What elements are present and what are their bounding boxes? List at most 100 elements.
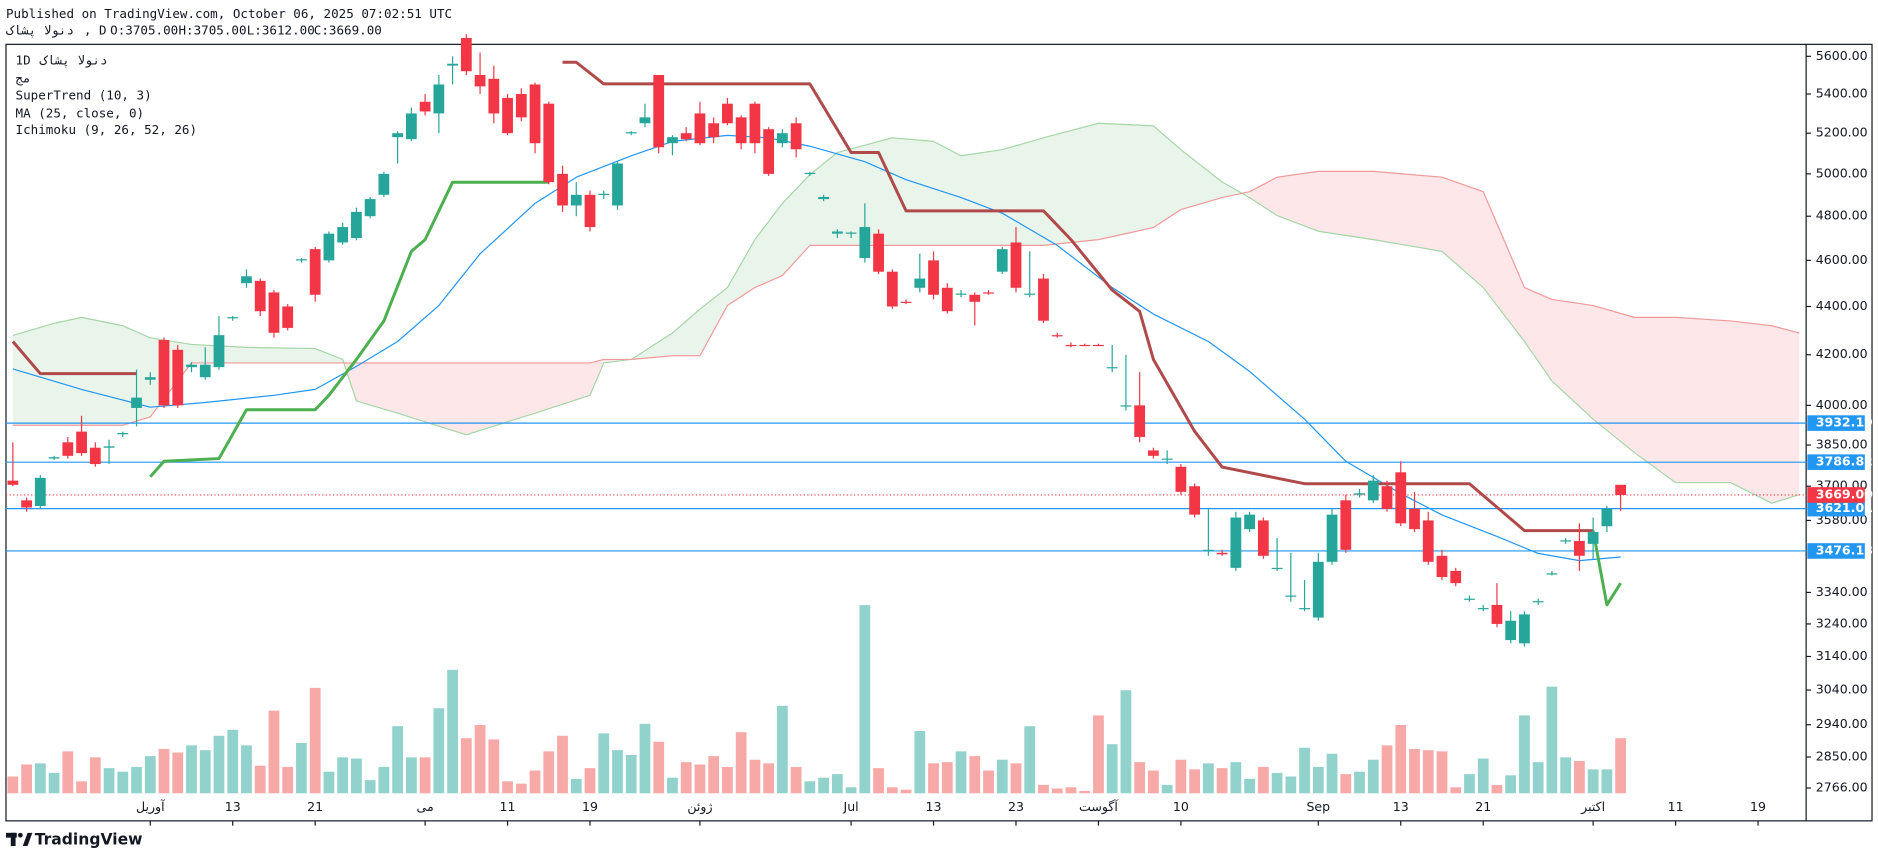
candle-body	[213, 335, 225, 368]
candle-body	[502, 97, 513, 134]
volume-bar	[1051, 788, 1063, 794]
volume-bar	[433, 708, 445, 794]
volume-bar	[639, 723, 651, 794]
candle-body	[351, 211, 362, 239]
logo-shape	[22, 832, 33, 847]
volume-bar	[1230, 762, 1242, 794]
y-tick-label: 5600.00	[1816, 48, 1868, 63]
volume-bar	[625, 754, 637, 794]
volume-bar	[1161, 784, 1173, 794]
candle-body	[1560, 540, 1572, 542]
candle-body	[1202, 549, 1214, 552]
volume-bar	[1189, 769, 1201, 794]
volume-bar	[598, 733, 610, 794]
y-tick-label: 3340.00	[1816, 584, 1868, 599]
candle-body	[1505, 620, 1517, 641]
volume-bar	[1106, 744, 1118, 794]
candle-body	[680, 133, 692, 140]
y-tick-label: 3040.00	[1816, 682, 1868, 697]
volume-bar	[1574, 760, 1585, 794]
volume-bar	[1257, 766, 1269, 794]
candle-body	[1161, 458, 1173, 460]
candle-body	[1546, 573, 1558, 575]
candle-body	[886, 271, 898, 307]
volume-bar	[570, 778, 582, 794]
cloud-fill	[782, 174, 810, 276]
brand-logo: TradingView	[5, 831, 143, 849]
cloud-fill	[1771, 325, 1800, 504]
volume-bar	[419, 757, 431, 794]
volume-bar	[364, 780, 376, 794]
candle-body	[1079, 344, 1091, 347]
candle-body	[543, 103, 555, 183]
volume-bar	[969, 756, 981, 794]
x-tick-label: می	[417, 799, 434, 814]
candle-body	[282, 306, 294, 328]
cloud-fill	[1551, 299, 1594, 420]
candle-body	[1450, 570, 1462, 584]
brand-name: TradingView	[35, 831, 143, 849]
candle-body	[955, 293, 967, 295]
volume-bar	[1436, 751, 1448, 794]
x-tick-label: 23	[1008, 799, 1024, 814]
volume-bar	[845, 787, 857, 794]
volume-bar	[1175, 759, 1187, 794]
volume-bar	[213, 735, 225, 794]
volume-bar	[447, 669, 458, 794]
price-label-bg	[1807, 543, 1865, 559]
volume-bar	[1340, 774, 1352, 794]
y-tick-label: 2940.00	[1816, 716, 1868, 731]
span-a-line	[12, 122, 1800, 504]
y-tick-label: 5000.00	[1816, 165, 1868, 180]
volume-bar	[722, 766, 733, 794]
volume-bar	[1079, 790, 1091, 794]
volume-bar	[1010, 763, 1022, 794]
volume-bar	[392, 726, 404, 794]
volume-bar	[1381, 745, 1393, 794]
volume-bar	[914, 730, 926, 794]
cloud-fill	[1043, 123, 1099, 246]
volume-bar	[1134, 762, 1146, 794]
volume-bar	[89, 757, 101, 794]
x-tick-label: Sep	[1306, 799, 1330, 814]
candle-body	[1024, 293, 1036, 295]
candle-body	[763, 129, 775, 174]
volume-bar	[117, 771, 129, 794]
price-label-bg	[1807, 415, 1865, 431]
volume-bar	[241, 745, 252, 794]
candle-body	[1285, 595, 1297, 597]
candle-body	[433, 84, 445, 114]
volume-bar	[1615, 738, 1627, 794]
cloud-fill	[1249, 177, 1278, 216]
volume-bar	[1477, 758, 1489, 794]
header-open: O:3705.00	[110, 23, 178, 38]
cloud-fill	[1098, 123, 1154, 240]
legend: 1D دنولا پشاک مج SuperTrend (10, 3) MA (…	[16, 53, 197, 138]
candle-body	[584, 194, 596, 228]
volume-bar	[1244, 778, 1255, 794]
candle-body	[639, 117, 651, 124]
published-line: Published on TradingView.com, October 06…	[6, 6, 452, 21]
volume-bar	[1409, 748, 1420, 794]
candle-body	[790, 123, 802, 150]
x-tick-label: 13	[926, 799, 942, 814]
cloud-fill	[961, 149, 1003, 246]
x-tick-label: 21	[307, 799, 323, 814]
candle-body	[1422, 520, 1434, 562]
legend-symbol: دنولا پشاک	[40, 53, 108, 69]
volume-bar	[831, 774, 843, 794]
volume-bar	[1148, 770, 1159, 794]
volume-bar	[667, 777, 678, 794]
price-label-bg	[1807, 487, 1865, 503]
volume-bar	[7, 776, 19, 794]
candle-body	[378, 173, 390, 195]
volume-bar	[859, 605, 871, 794]
header-symbol: دنولا پشاک	[6, 23, 74, 39]
volume-bar	[1450, 787, 1462, 794]
volume-bar	[62, 751, 74, 794]
candle-body	[186, 364, 197, 368]
volume-bar	[1546, 686, 1558, 794]
cloud-fill	[1675, 317, 1731, 483]
candle-body	[914, 278, 926, 288]
